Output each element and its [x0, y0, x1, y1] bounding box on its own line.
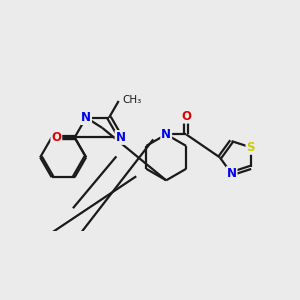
Text: N: N: [116, 131, 126, 144]
Text: S: S: [246, 141, 255, 154]
Text: N: N: [81, 111, 91, 124]
Text: N: N: [226, 167, 237, 180]
Text: O: O: [181, 110, 191, 123]
Text: N: N: [161, 128, 171, 141]
Text: CH₃: CH₃: [122, 95, 141, 105]
Text: O: O: [51, 131, 62, 144]
